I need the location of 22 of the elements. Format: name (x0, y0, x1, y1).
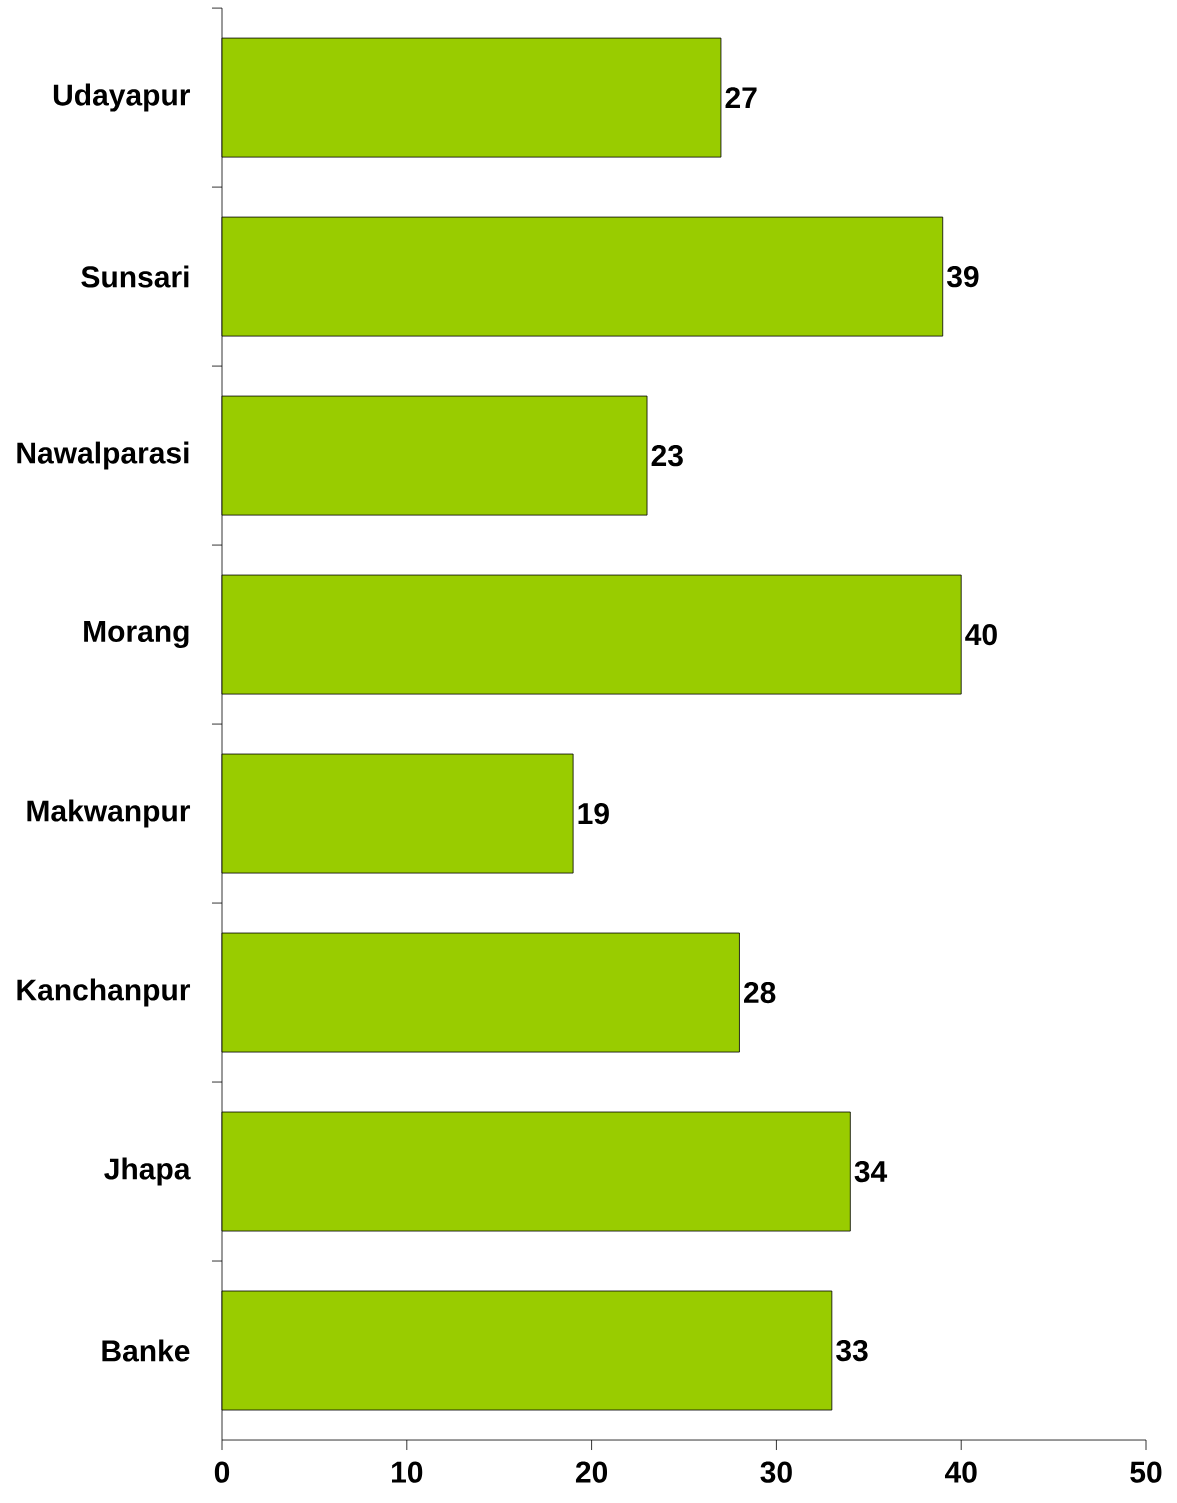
y-tick-label: Udayapur (53, 83, 191, 112)
data-label: 34 (854, 1160, 888, 1183)
data-label: 28 (744, 981, 776, 1004)
x-tick-label: 0 (214, 1461, 230, 1483)
data-label: 23 (651, 444, 683, 467)
data-label: 27 (725, 87, 757, 109)
y-tick-label: Banke (102, 1339, 190, 1362)
y-tick-label: Jhapa (104, 1157, 191, 1186)
y-tick-label: Morang (84, 621, 189, 649)
y-tick-label: Sunsari (81, 265, 189, 288)
data-label: 40 (965, 623, 997, 646)
data-label: 19 (578, 802, 609, 825)
x-tick-label: 50 (1130, 1461, 1162, 1483)
y-tick-label: Kanchanpur (17, 978, 191, 1007)
x-tick-label: 40 (944, 1461, 977, 1483)
x-tick-label: 10 (392, 1461, 423, 1483)
y-tick-label: Nawalparasi (17, 441, 189, 470)
x-tick-label: 20 (575, 1461, 608, 1483)
y-tick-label: Makwanpur (27, 799, 191, 828)
x-tick-label: 30 (760, 1461, 792, 1483)
data-label: 39 (946, 265, 979, 288)
data-label: 33 (836, 1339, 868, 1362)
